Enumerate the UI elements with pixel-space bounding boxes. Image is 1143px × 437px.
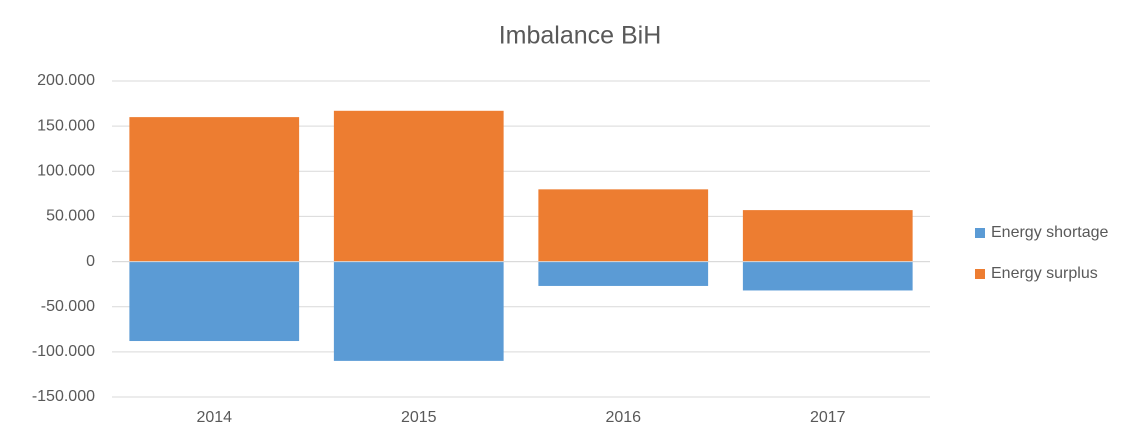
y-tick-label: 200.000: [37, 72, 95, 89]
bar: [129, 117, 300, 262]
bar: [333, 261, 504, 361]
legend-label: Energy shortage: [991, 224, 1109, 241]
bar: [742, 261, 913, 291]
bar: [538, 189, 709, 262]
bar: [129, 261, 300, 342]
y-tick-label: -100.000: [32, 343, 95, 360]
chart-title: Imbalance BiH: [499, 22, 662, 50]
bar: [742, 210, 913, 262]
x-tick-label: 2014: [196, 409, 232, 426]
bar: [333, 110, 504, 262]
x-tick-label: 2017: [810, 409, 846, 426]
y-tick-label: -150.000: [32, 388, 95, 405]
legend-label: Energy surplus: [991, 265, 1098, 282]
y-tick-label: 150.000: [37, 117, 95, 134]
legend-swatch: [975, 228, 985, 238]
legend-swatch: [975, 269, 985, 279]
x-tick-label: 2016: [605, 409, 641, 426]
bar: [538, 261, 709, 286]
y-tick-label: 100.000: [37, 163, 95, 180]
x-tick-label: 2015: [401, 409, 437, 426]
y-tick-label: 50.000: [46, 208, 95, 225]
y-tick-label: -50.000: [41, 298, 95, 315]
y-tick-label: 0: [86, 253, 95, 270]
